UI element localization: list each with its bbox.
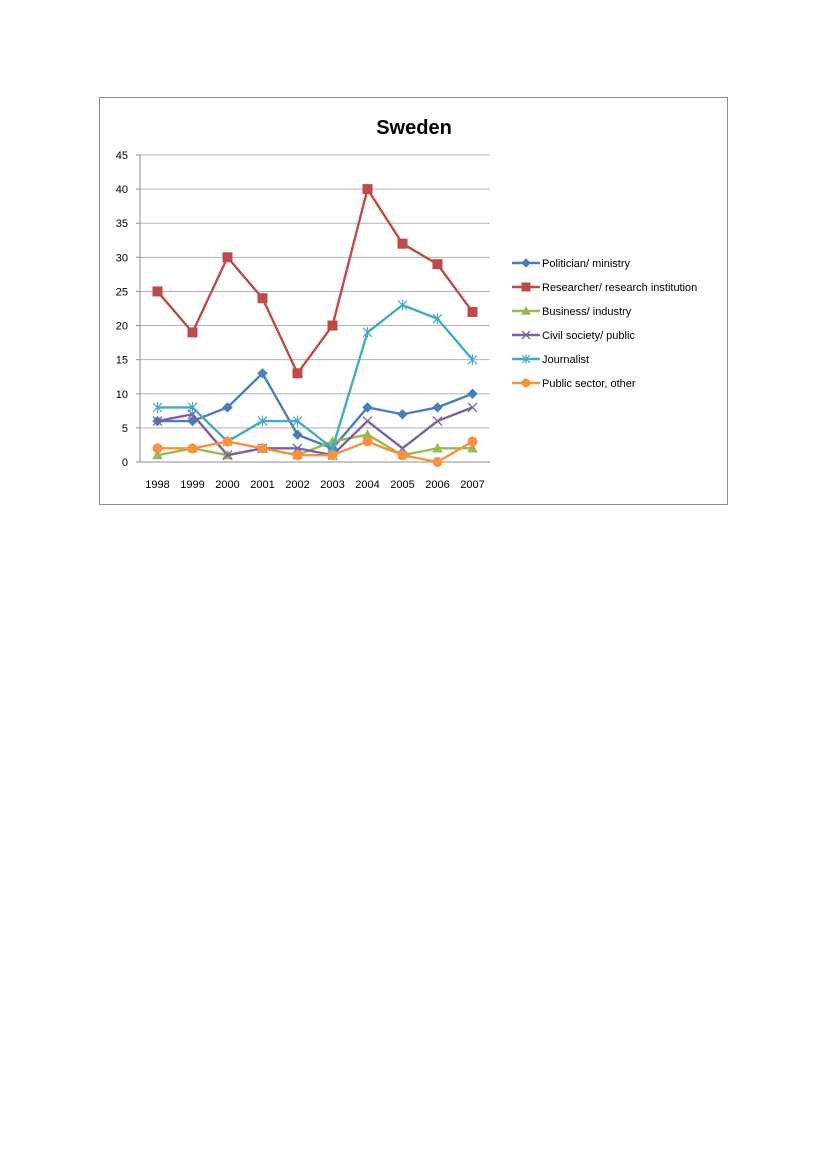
data-point — [362, 326, 373, 338]
y-tick-label: 10 — [116, 389, 128, 401]
data-point — [152, 416, 163, 427]
data-point — [467, 402, 478, 413]
legend-label: Journalist — [542, 354, 589, 366]
y-tick-label: 45 — [116, 150, 128, 162]
y-tick-label: 35 — [116, 218, 128, 230]
series-line — [157, 372, 473, 450]
legend-item: Journalist — [512, 354, 589, 366]
chart-title: Sweden — [376, 117, 452, 139]
legend-marker — [521, 354, 531, 364]
legend-label: Civil society/ public — [542, 330, 635, 342]
legend-item: Civil society/ public — [512, 330, 635, 342]
x-tick-label: 2000 — [215, 479, 239, 491]
data-point — [467, 306, 478, 317]
series-6 — [152, 436, 478, 467]
data-point — [432, 402, 443, 413]
series-line — [157, 303, 474, 450]
legend-marker — [521, 378, 531, 388]
series-lines — [152, 184, 478, 467]
data-point — [222, 402, 233, 413]
legend-label: Politician/ ministry — [542, 258, 631, 270]
data-point — [467, 388, 478, 399]
gridlines — [140, 154, 490, 429]
data-point — [432, 442, 443, 453]
y-tick-label: 5 — [122, 423, 128, 435]
data-point — [362, 402, 373, 413]
x-tick-label: 1999 — [180, 479, 204, 491]
data-point — [467, 354, 478, 366]
legend-marker — [521, 305, 531, 315]
legend-marker — [521, 282, 531, 292]
series-line — [157, 433, 473, 457]
data-point — [432, 259, 443, 270]
x-tick-label: 2007 — [460, 479, 484, 491]
data-point — [152, 449, 163, 460]
y-tick-label: 40 — [116, 184, 128, 196]
x-tick-label: 2005 — [390, 479, 414, 491]
data-point — [222, 450, 233, 461]
x-tick-label: 2003 — [320, 479, 344, 491]
data-point — [397, 450, 408, 461]
data-point — [362, 184, 373, 195]
legend-label: Researcher/ research institution — [542, 282, 697, 294]
data-point — [327, 320, 338, 331]
x-tick-label: 2006 — [425, 479, 449, 491]
series-1 — [152, 368, 478, 454]
chart-area: Sweden 0 5 10 15 20 25 30 35 40 45 1998 1999 2000 200… — [99, 97, 728, 505]
series-2 — [152, 184, 478, 379]
data-point — [222, 436, 233, 447]
data-point — [292, 368, 303, 379]
legend-item: Politician/ ministry — [512, 258, 631, 270]
data-point — [292, 429, 303, 440]
axes: 0 5 10 15 20 25 30 35 40 45 1998 1999 2000 2001 2002 20… — [116, 150, 490, 491]
data-point — [257, 368, 268, 379]
data-point — [397, 238, 408, 249]
y-tick-label: 30 — [116, 252, 128, 264]
legend-item: Researcher/ research institution — [512, 282, 697, 294]
series-line — [157, 440, 474, 464]
data-point — [432, 457, 443, 467]
data-point — [257, 415, 268, 427]
x-tick-label: 2001 — [250, 479, 274, 491]
data-point — [467, 436, 478, 447]
x-tick-label: 1998 — [145, 479, 169, 491]
y-tick-label: 0 — [122, 457, 128, 469]
series-line — [157, 406, 473, 457]
legend-marker — [521, 330, 531, 340]
line-chart: Sweden 0 5 10 15 20 25 30 35 40 45 1998 1999 2000 200… — [116, 117, 698, 491]
data-point — [362, 436, 373, 447]
data-point — [467, 442, 478, 453]
y-tick-label: 15 — [116, 355, 128, 367]
x-tick-label: 2002 — [285, 479, 309, 491]
legend-label: Business/ industry — [542, 306, 632, 318]
data-point — [222, 252, 233, 263]
data-point — [362, 416, 373, 427]
series-5 — [152, 299, 478, 454]
legend: Politician/ ministry Researcher/ research… — [512, 258, 697, 390]
x-tick-label: 2004 — [355, 479, 379, 491]
data-point — [327, 450, 338, 461]
data-point — [292, 415, 303, 427]
data-point — [257, 293, 268, 304]
data-point — [187, 402, 198, 413]
data-point — [257, 443, 268, 454]
data-point — [292, 450, 303, 461]
y-tick-label: 20 — [116, 321, 128, 333]
data-point — [397, 299, 408, 311]
data-point — [187, 327, 198, 338]
data-point — [152, 402, 163, 413]
data-point — [152, 286, 163, 297]
data-point — [397, 409, 408, 420]
legend-marker — [521, 258, 531, 268]
legend-item: Business/ industry — [512, 305, 632, 318]
data-point — [187, 443, 198, 454]
data-point — [152, 443, 163, 454]
series-line — [156, 187, 474, 375]
legend-label: Public sector, other — [542, 378, 636, 390]
data-point — [432, 313, 443, 325]
legend-item: Public sector, other — [512, 378, 636, 390]
y-tick-label: 25 — [116, 286, 128, 298]
data-point — [432, 416, 443, 427]
